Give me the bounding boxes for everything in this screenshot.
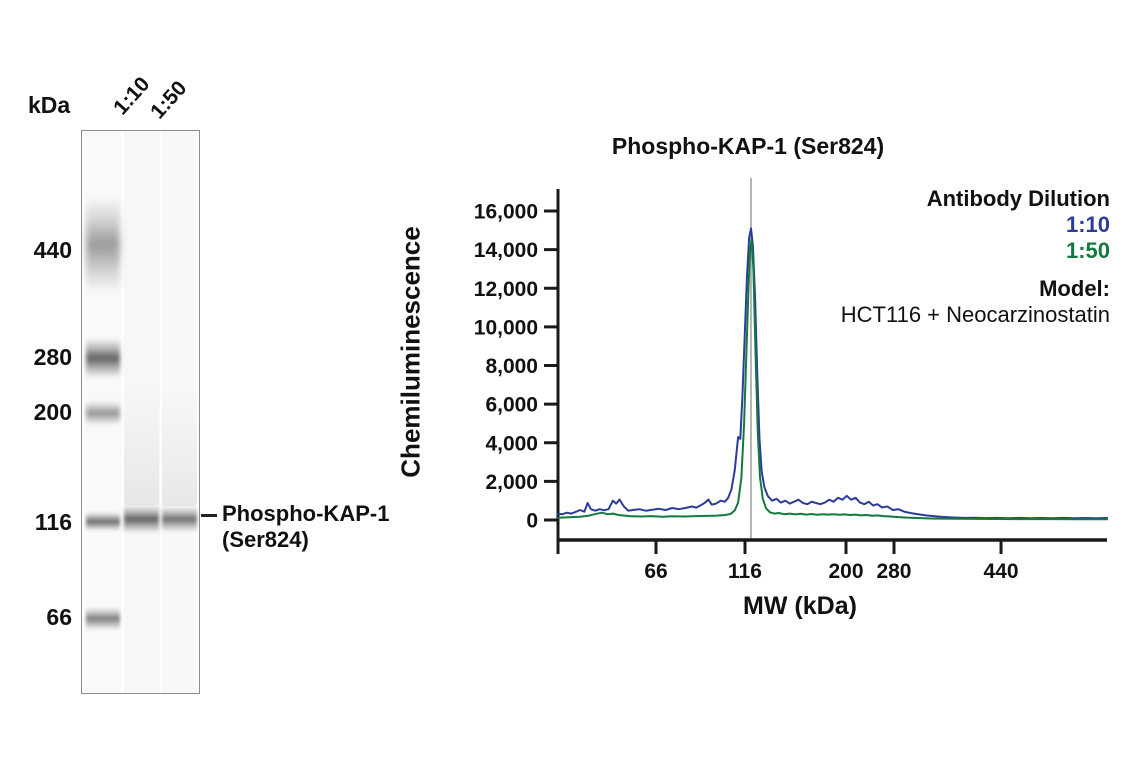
band-pointer-dash (201, 514, 217, 517)
y-tick-label-0: 0 (526, 510, 538, 533)
band-annotation-line2: (Ser824) (222, 527, 309, 552)
ladder-band-116 (86, 512, 120, 531)
ladder-band-280 (86, 338, 120, 378)
trace-1-50 (557, 239, 1108, 521)
mw-marker-440: 440 (33, 237, 72, 263)
sample-lane-1-10 (124, 131, 160, 693)
y-tick-label-12000: 12,000 (474, 278, 538, 301)
chart-title: Phospho-KAP-1 (Ser824) (611, 133, 885, 159)
ladder-band-66 (86, 607, 120, 630)
x-tick-label-116: 116 (728, 560, 762, 583)
x-tick-label-280: 280 (876, 560, 911, 583)
y-tick-label-10000: 10,000 (474, 316, 538, 339)
sample-lane-wash-1:50 (162, 386, 197, 506)
legend-model-label: Model: (1039, 276, 1110, 301)
y-tick-label-4000: 4,000 (485, 432, 538, 455)
legend-entry-1-50: 1:50 (1065, 238, 1110, 263)
trace-1-10 (557, 227, 1108, 520)
band-annotation-line1: Phospho-KAP-1 (222, 501, 390, 526)
y-tick-label-8000: 8,000 (485, 355, 538, 378)
legend-model-value: HCT116 + Neocarzinostatin (840, 302, 1110, 327)
sample-lane-1-50 (162, 131, 197, 693)
sample-band-1:50 (162, 506, 197, 532)
blot-box (81, 130, 200, 694)
mw-marker-66: 66 (46, 604, 72, 630)
chart-legend: Antibody Dilution 1:10 1:50 Model: HCT11… (841, 186, 1110, 328)
legend-entry-1-10: 1:10 (1065, 212, 1110, 237)
x-axis-title: MW (kDa) (743, 592, 857, 620)
y-tick-label-2000: 2,000 (485, 471, 538, 494)
sample-band-1:10 (124, 505, 159, 533)
ladder-band-440 (86, 197, 120, 292)
x-tick-label-200: 200 (828, 560, 863, 583)
mw-marker-200: 200 (33, 399, 72, 425)
x-tick-label-440: 440 (984, 560, 1019, 583)
mw-marker-280: 280 (33, 344, 72, 370)
y-tick-label-16000: 16,000 (474, 201, 538, 224)
sample-lane-wash-1:10 (124, 385, 159, 505)
legend-title: Antibody Dilution (926, 186, 1110, 211)
band-annotation: Phospho-KAP-1 (Ser824) (222, 501, 389, 553)
ladder-band-200 (86, 401, 120, 425)
y-tick-label-6000: 6,000 (485, 394, 538, 417)
y-tick-label-14000: 14,000 (474, 239, 538, 262)
kda-units-label: kDa (28, 92, 71, 118)
x-tick-label-66: 66 (644, 560, 667, 583)
mw-marker-116: 116 (34, 509, 72, 535)
